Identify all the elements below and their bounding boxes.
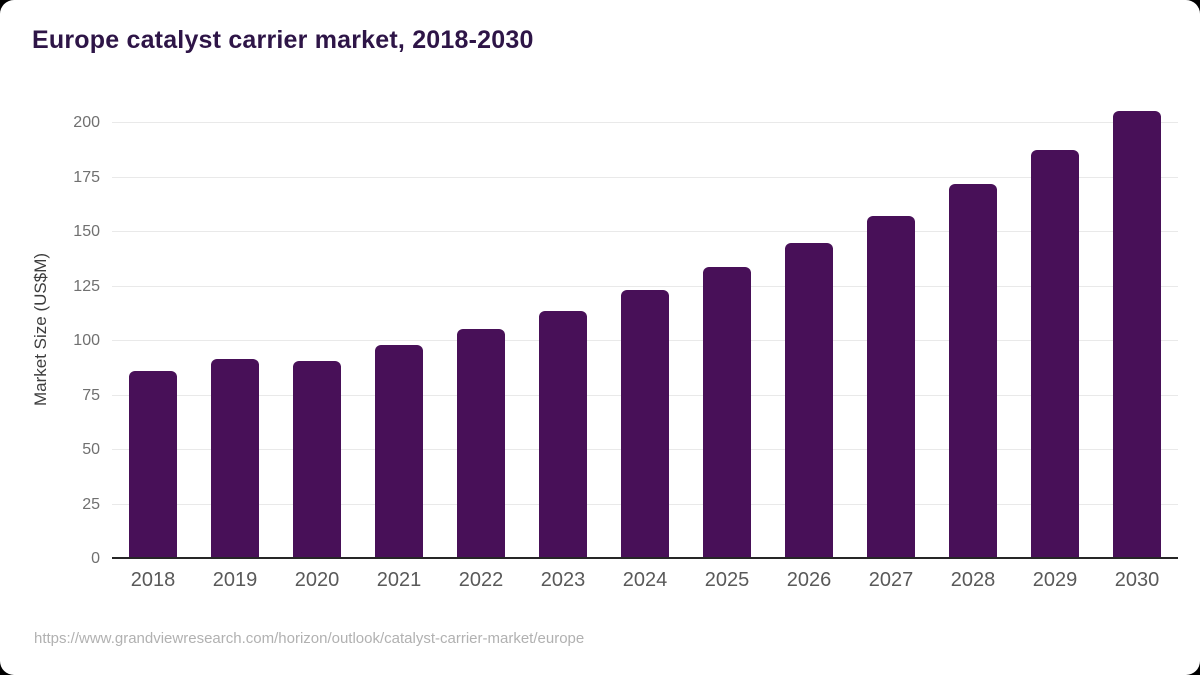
x-tick-label-2028: 2028 bbox=[950, 569, 996, 591]
bar-2025[interactable] bbox=[703, 267, 751, 559]
source-url: https://www.grandviewresearch.com/horizo… bbox=[34, 630, 585, 647]
x-tick-label-2027: 2027 bbox=[868, 569, 914, 591]
y-tick-label-150: 150 bbox=[73, 223, 100, 240]
y-tick-label-125: 125 bbox=[73, 277, 100, 295]
x-tick-label-2019: 2019 bbox=[212, 569, 258, 591]
bar-series bbox=[112, 99, 1178, 559]
y-tick-label-100: 100 bbox=[73, 332, 100, 349]
bar-cell-2030 bbox=[1096, 99, 1178, 559]
bar-2030[interactable] bbox=[1113, 111, 1161, 559]
bar-2018[interactable] bbox=[129, 370, 177, 559]
y-tick-label-25: 25 bbox=[82, 495, 100, 513]
bar-cell-2026 bbox=[768, 99, 850, 559]
bar-cell-2021 bbox=[358, 99, 440, 559]
bar-cell-2028 bbox=[932, 99, 1014, 559]
bar-cell-2025 bbox=[686, 99, 768, 559]
x-tick-label-2030: 2030 bbox=[1114, 569, 1160, 591]
bar-cell-2022 bbox=[440, 99, 522, 559]
chart-title: Europe catalyst carrier market, 2018-203… bbox=[32, 26, 534, 54]
bar-2024[interactable] bbox=[621, 290, 669, 559]
bar-cell-2023 bbox=[522, 99, 604, 559]
bar-2021[interactable] bbox=[375, 344, 423, 559]
bar-2028[interactable] bbox=[949, 184, 997, 559]
y-tick-label-200: 200 bbox=[73, 114, 100, 131]
plot-area bbox=[112, 99, 1178, 559]
x-tick-label-2023: 2023 bbox=[540, 569, 586, 591]
bar-cell-2024 bbox=[604, 99, 686, 559]
x-tick-label-2024: 2024 bbox=[622, 569, 668, 591]
x-tick-label-2029: 2029 bbox=[1032, 569, 1078, 591]
bar-2022[interactable] bbox=[457, 328, 505, 559]
gridline-125 bbox=[112, 285, 1178, 287]
x-tick-label-2021: 2021 bbox=[376, 569, 422, 591]
bar-2027[interactable] bbox=[867, 215, 915, 559]
bar-cell-2020 bbox=[276, 99, 358, 559]
y-tick-label-50: 50 bbox=[82, 441, 100, 458]
y-tick-label-0: 0 bbox=[91, 550, 100, 567]
bar-2020[interactable] bbox=[293, 360, 341, 559]
x-axis-tick-labels: 2018 2019 2020 2021 2022 2023 2024 2025 2026 2027… bbox=[112, 569, 1178, 592]
bar-cell-2029 bbox=[1014, 99, 1096, 559]
bar-2019[interactable] bbox=[211, 359, 259, 559]
bar-2026[interactable] bbox=[785, 242, 833, 559]
x-tick-label-2025: 2025 bbox=[704, 569, 750, 591]
x-tick-label-2026: 2026 bbox=[786, 569, 832, 591]
x-axis-line bbox=[112, 557, 1178, 559]
bar-cell-2019 bbox=[194, 99, 276, 559]
y-axis-tick-labels: 0 25 50 75 100 125 150 175 200 bbox=[0, 99, 100, 567]
gridline-175 bbox=[112, 176, 1178, 178]
y-tick-label-75: 75 bbox=[82, 386, 100, 404]
bar-cell-2027 bbox=[850, 99, 932, 559]
gridline-200 bbox=[112, 122, 1178, 123]
y-tick-label-175: 175 bbox=[73, 168, 100, 186]
bar-2023[interactable] bbox=[539, 310, 587, 559]
gridline-150 bbox=[112, 231, 1178, 232]
bar-cell-2018 bbox=[112, 99, 194, 559]
x-tick-label-2022: 2022 bbox=[458, 569, 504, 591]
x-tick-label-2020: 2020 bbox=[294, 569, 340, 591]
x-tick-label-2018: 2018 bbox=[130, 569, 176, 591]
bar-2029[interactable] bbox=[1031, 150, 1079, 559]
